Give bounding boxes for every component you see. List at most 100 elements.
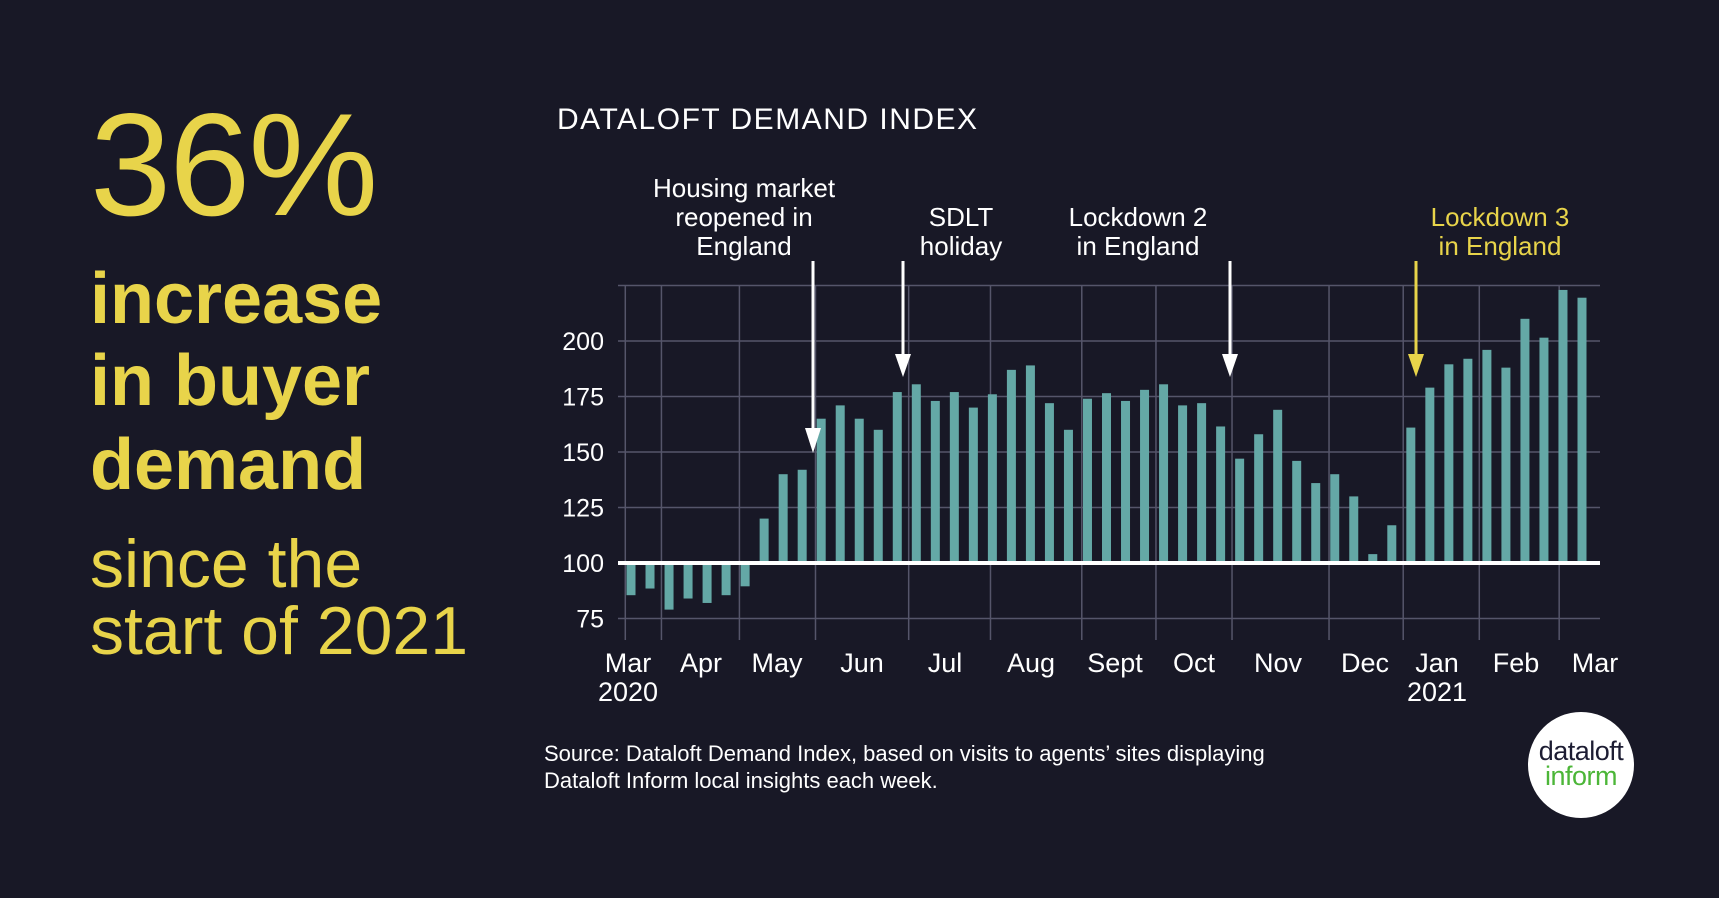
bar [1159,384,1169,563]
dataloft-inform-logo: dataloft inform [1528,712,1634,818]
annotation-line: reopened in [675,202,813,232]
annotation-line: holiday [919,231,1003,261]
logo-text-inform: inform [1544,761,1618,791]
annotation-line: England [696,231,792,261]
bar [1577,297,1587,563]
bar [1254,434,1264,563]
annotation-lockdown-2: Lockdown 2 in England [1069,203,1208,261]
headline-line-1: increase [90,259,383,339]
bar [987,394,997,563]
headline-line-3: demand [90,425,367,505]
bar [1044,403,1054,563]
annotation-line: SDLT [928,202,994,232]
bar [892,392,902,563]
y-tick-label: 150 [562,439,604,467]
bar [930,400,940,563]
bar [683,563,693,599]
bars [626,289,1587,610]
subhead-line-2: start of 2021 [90,593,469,669]
x-tick-label: Jun [840,648,884,678]
bar [1368,554,1378,563]
bar [1140,389,1150,563]
bar [873,429,883,563]
bar [1102,393,1111,563]
bar [1520,318,1530,563]
arrow-head-housing [805,428,821,453]
x-tick-label: Aug [1007,648,1055,678]
bar [816,418,826,563]
bar [949,392,959,563]
source-note: Source: Dataloft Demand Index, based on … [544,740,1265,794]
bar [1216,426,1226,563]
x-tick-label: Jan [1415,648,1459,678]
x-tick-label: Nov [1254,648,1303,678]
bar [1063,429,1073,563]
annotation-line: in England [1438,231,1562,261]
bar [1082,398,1092,563]
source-line: Dataloft Inform local insights each week… [544,768,938,793]
x-tick-label: Sept [1087,648,1143,678]
y-tick-label: 175 [562,384,604,412]
x-tick-label: Jul [928,648,963,678]
bar [1444,364,1454,563]
bar [1558,289,1568,563]
bar [1425,387,1435,563]
annotation-housing-market: Housing market reopened in England [653,174,835,261]
annotation-sdlt-holiday: SDLT holiday [920,203,1002,261]
x-tick-label: Dec [1341,648,1389,678]
bar [1197,403,1207,563]
headline-line-2: in buyer [90,341,371,421]
bar [835,405,845,563]
bar [1025,365,1035,563]
x-tick-label: Apr [680,648,722,678]
logo-text-dataloft: dataloft [1538,736,1624,766]
annotation-line: Lockdown 2 [1068,202,1208,232]
bar [1311,483,1321,563]
bar [1406,427,1416,563]
bar [1006,369,1016,563]
annotation-line: Housing market [652,173,836,203]
bar [1539,337,1549,563]
subhead-line-1: since the [90,526,363,602]
bar [797,469,807,563]
x-tick-label: Mar [1572,648,1619,678]
x-tick-label: May [751,648,803,678]
bar [1349,496,1359,563]
bar [702,563,712,603]
bar [778,474,788,563]
bar [1178,405,1188,563]
bar [854,418,864,563]
bar [968,407,978,563]
x-tick-label: Feb [1493,648,1540,678]
arrow-head-lockdown3 [1408,354,1424,377]
bar [645,563,655,589]
bar [1121,400,1131,563]
arrow-head-lockdown2 [1222,354,1238,377]
y-tick-label: 125 [562,495,604,523]
annotation-line: in England [1076,231,1200,261]
annotation-arrows [805,261,1424,453]
year-label: 2020 [598,677,658,707]
bar [721,563,731,596]
arrow-head-sdlt [895,354,911,377]
bar [1273,409,1283,563]
bar [1482,349,1492,563]
y-axis-ticks: 75 100 125 150 175 200 [562,328,604,634]
y-tick-label: 100 [562,550,604,578]
bar [1292,460,1302,563]
bar [1463,358,1473,563]
bar [740,563,750,587]
chart-title: DATALOFT DEMAND INDEX [557,103,979,136]
bar [1501,367,1511,563]
annotation-line: Lockdown 3 [1430,202,1570,232]
bar [759,518,769,563]
bar [1235,458,1245,563]
x-axis-ticks: Mar Apr May Jun Jul Aug Sept Oct Nov Dec Jan Feb Mar… [598,648,1618,707]
bar [1387,525,1397,563]
headline-figure: 36% [90,83,378,246]
x-tick-label: Oct [1173,648,1216,678]
annotation-lockdown-3: Lockdown 3 in England [1431,203,1570,261]
y-tick-label: 200 [562,328,604,356]
bar [626,563,636,596]
bar [664,563,674,610]
